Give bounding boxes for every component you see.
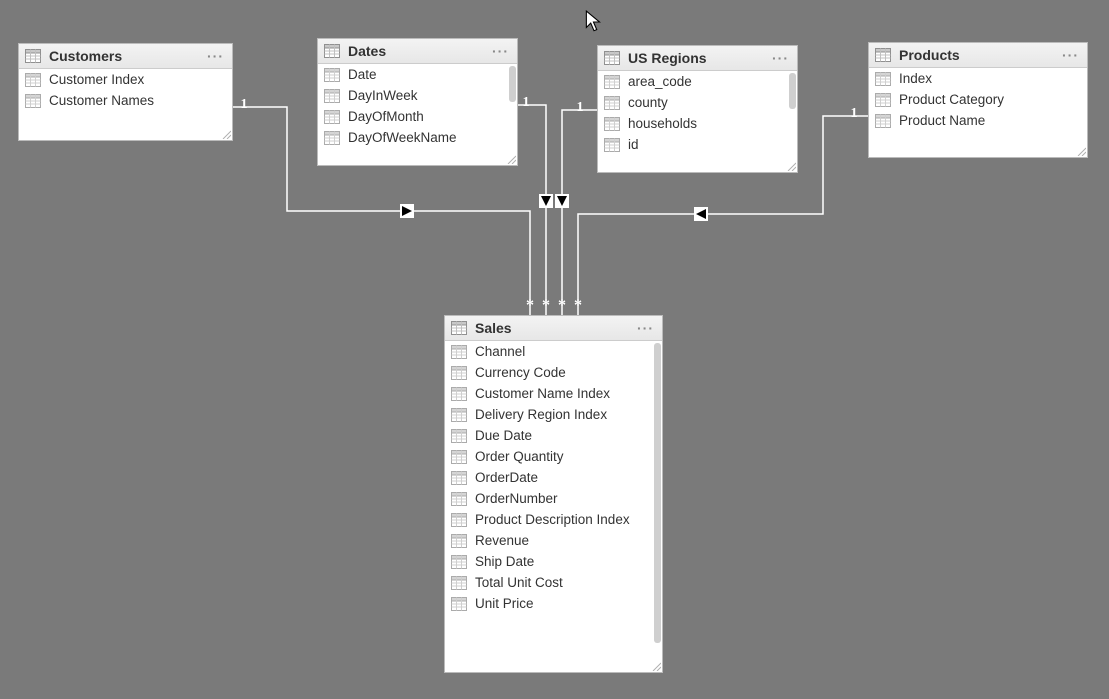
field-row[interactable]: Customer Index xyxy=(19,69,232,90)
field-row[interactable]: Date xyxy=(318,64,517,85)
field-label: Due Date xyxy=(475,428,532,443)
field-row[interactable]: DayOfWeekName xyxy=(318,127,517,148)
field-row[interactable]: Channel xyxy=(445,341,662,362)
field-label: Channel xyxy=(475,344,525,359)
field-row[interactable]: OrderDate xyxy=(445,467,662,488)
field-label: id xyxy=(628,137,639,152)
field-label: Total Unit Cost xyxy=(475,575,563,590)
table-title: Products xyxy=(899,47,960,63)
table-menu-icon[interactable]: ··· xyxy=(1060,47,1081,63)
field-row[interactable]: Order Quantity xyxy=(445,446,662,467)
field-row[interactable]: Unit Price xyxy=(445,593,662,614)
svg-text:*: * xyxy=(526,297,534,314)
table-dates[interactable]: Dates ··· Date DayInWeek DayOfMonth DayOfWeek… xyxy=(317,38,518,166)
field-label: Unit Price xyxy=(475,596,534,611)
field-row[interactable]: Ship Date xyxy=(445,551,662,572)
field-row[interactable]: households xyxy=(598,113,797,134)
svg-text:1: 1 xyxy=(577,100,584,115)
field-row[interactable]: Product Category xyxy=(869,89,1087,110)
svg-text:*: * xyxy=(574,297,582,314)
table-title: US Regions xyxy=(628,50,707,66)
field-row[interactable]: id xyxy=(598,134,797,155)
table-customers[interactable]: Customers ··· Customer Index Customer Names xyxy=(18,43,233,141)
field-label: Date xyxy=(348,67,377,82)
field-row[interactable]: Product Name xyxy=(869,110,1087,131)
field-row[interactable]: area_code xyxy=(598,71,797,92)
field-label: DayInWeek xyxy=(348,88,418,103)
field-label: Product Category xyxy=(899,92,1004,107)
table-menu-icon[interactable]: ··· xyxy=(635,320,656,336)
scrollbar-thumb[interactable] xyxy=(509,66,516,102)
mouse-cursor xyxy=(585,10,603,34)
field-row[interactable]: county xyxy=(598,92,797,113)
field-label: Customer Name Index xyxy=(475,386,610,401)
table-body-dates: Date DayInWeek DayOfMonth DayOfWeekName xyxy=(318,64,517,164)
table-products[interactable]: Products ··· Index Product Category Product … xyxy=(868,42,1088,158)
field-row[interactable]: Delivery Region Index xyxy=(445,404,662,425)
scrollbar-thumb[interactable] xyxy=(654,343,661,643)
field-row[interactable]: Revenue xyxy=(445,530,662,551)
table-body-us_regions: area_codecounty households id xyxy=(598,71,797,171)
field-row[interactable]: Index xyxy=(869,68,1087,89)
field-label: OrderNumber xyxy=(475,491,558,506)
field-label: DayOfMonth xyxy=(348,109,424,124)
table-header-customers[interactable]: Customers ··· xyxy=(19,44,232,69)
field-label: Product Description Index xyxy=(475,512,630,527)
table-header-dates[interactable]: Dates ··· xyxy=(318,39,517,64)
field-label: Index xyxy=(899,71,932,86)
table-sales[interactable]: Sales ··· Channel Currency Code Customer Nam… xyxy=(444,315,663,673)
field-label: Delivery Region Index xyxy=(475,407,607,422)
field-label: county xyxy=(628,95,668,110)
field-row[interactable]: Customer Names xyxy=(19,90,232,111)
field-label: households xyxy=(628,116,697,131)
field-label: DayOfWeekName xyxy=(348,130,457,145)
table-header-sales[interactable]: Sales ··· xyxy=(445,316,662,341)
field-label: Currency Code xyxy=(475,365,566,380)
svg-text:*: * xyxy=(542,297,550,314)
field-label: OrderDate xyxy=(475,470,538,485)
field-row[interactable]: Currency Code xyxy=(445,362,662,383)
table-header-products[interactable]: Products ··· xyxy=(869,43,1087,68)
field-row[interactable]: Total Unit Cost xyxy=(445,572,662,593)
field-label: area_code xyxy=(628,74,692,89)
table-menu-icon[interactable]: ··· xyxy=(490,43,511,59)
table-menu-icon[interactable]: ··· xyxy=(770,50,791,66)
field-row[interactable]: OrderNumber xyxy=(445,488,662,509)
table-body-customers: Customer Index Customer Names xyxy=(19,69,232,139)
svg-text:1: 1 xyxy=(523,95,530,110)
field-row[interactable]: Customer Name Index xyxy=(445,383,662,404)
table-us_regions[interactable]: US Regions ··· area_codecounty households id xyxy=(597,45,798,173)
field-label: Customer Index xyxy=(49,72,144,87)
field-row[interactable]: Due Date xyxy=(445,425,662,446)
svg-text:1: 1 xyxy=(241,97,248,112)
field-label: Product Name xyxy=(899,113,985,128)
scrollbar-thumb[interactable] xyxy=(789,73,796,109)
field-label: Customer Names xyxy=(49,93,154,108)
field-row[interactable]: DayInWeek xyxy=(318,85,517,106)
field-row[interactable]: DayOfMonth xyxy=(318,106,517,127)
table-body-sales: Channel Currency Code Customer Name Index D… xyxy=(445,341,662,671)
field-label: Order Quantity xyxy=(475,449,564,464)
table-title: Sales xyxy=(475,320,512,336)
table-body-products: Index Product Category Product Name xyxy=(869,68,1087,156)
svg-text:*: * xyxy=(558,297,566,314)
table-title: Dates xyxy=(348,43,386,59)
table-title: Customers xyxy=(49,48,122,64)
table-menu-icon[interactable]: ··· xyxy=(205,48,226,64)
table-header-us_regions[interactable]: US Regions ··· xyxy=(598,46,797,71)
field-row[interactable]: Product Description Index xyxy=(445,509,662,530)
field-label: Revenue xyxy=(475,533,529,548)
svg-text:1: 1 xyxy=(851,106,858,121)
field-label: Ship Date xyxy=(475,554,534,569)
